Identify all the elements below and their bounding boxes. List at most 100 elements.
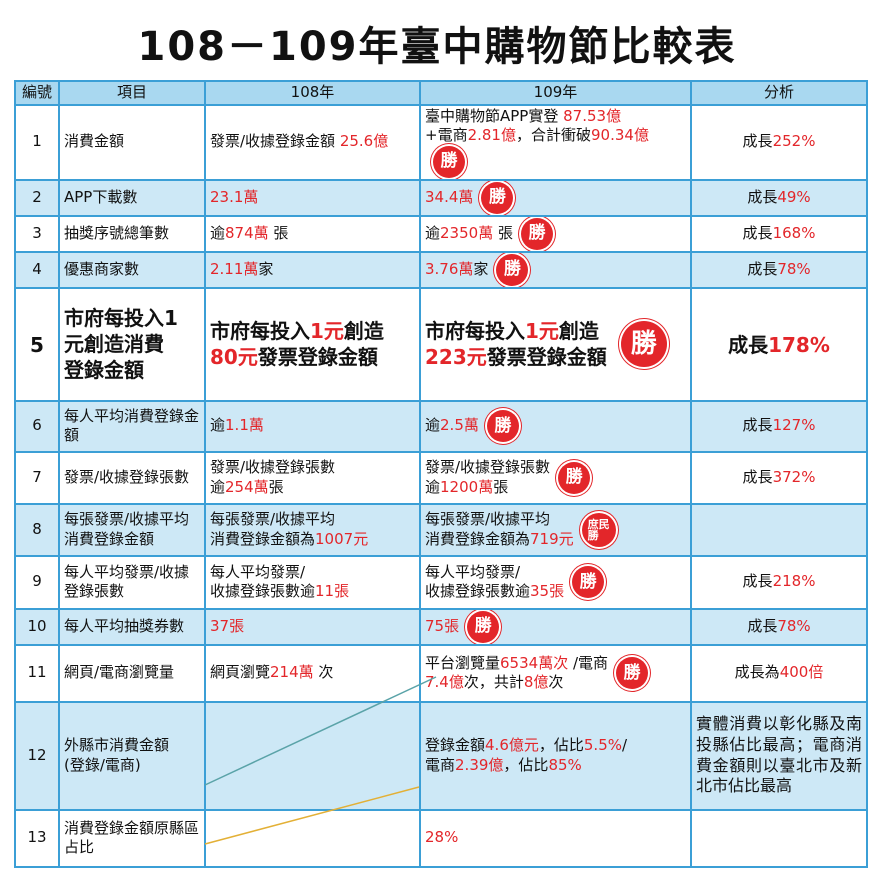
cell-text: 抽獎序號總筆數: [64, 224, 169, 244]
cell-text: 實體消費以彰化縣及南投縣佔比最高；電商消費金額則以臺北市及新北市佔比最高: [696, 714, 862, 797]
text-run: 8: [32, 519, 42, 538]
cell-text: 13: [27, 828, 46, 848]
table-cell: 1: [14, 103, 60, 181]
text-run: 25.6億: [339, 132, 389, 151]
table-cell: 每人平均抽獎券數: [58, 607, 206, 646]
text-run: 每人平均發票/ 收據登錄張數逾: [210, 562, 316, 601]
cell-text: 10: [27, 617, 46, 637]
cell-text: 發票/收據登錄張數 逾254萬張: [210, 458, 335, 497]
win-badge: 勝: [496, 253, 529, 286]
table-cell: 成長49%: [690, 178, 868, 217]
win-badge: 勝: [433, 145, 465, 178]
table-cell: 75張勝: [419, 607, 692, 646]
cell-text: 消費金額: [64, 132, 124, 152]
text-run: 2.39億: [455, 755, 504, 774]
text-run: 1007元: [315, 529, 369, 548]
table-row: 5 市府每投入1 元創造消費 登錄金額 市府每投入1元創造 80元發票登錄金額 市府每…: [14, 286, 868, 402]
table-cell: 8: [14, 502, 60, 557]
win-badge: 勝: [481, 181, 514, 214]
text-run: 發票/收據登錄張數: [64, 467, 190, 486]
text-run: 7.4億: [425, 673, 464, 691]
table-cell: 每人平均發票/收據登錄張數: [58, 554, 206, 610]
table-cell: 優惠商家數: [58, 250, 206, 289]
text-run: 張: [493, 223, 513, 242]
win-badge: 勝: [486, 410, 519, 442]
table-cell: 每人平均發票/ 收據登錄張數逾35張勝: [419, 554, 692, 610]
cell-text: 23.1萬: [210, 188, 258, 208]
table-cell: [690, 502, 868, 557]
text-run: 75張: [425, 616, 460, 635]
text-run: 逾: [210, 416, 226, 435]
text-run: 成長: [742, 132, 773, 151]
text-run: 網頁/電商瀏覽量: [64, 663, 175, 682]
text-run: 家: [473, 259, 489, 278]
text-run: 12: [27, 745, 47, 764]
text-run: 223元: [425, 345, 487, 369]
text-run: APP下載數: [64, 187, 138, 206]
text-run: 35張: [530, 582, 565, 600]
cell-text: 34.4萬: [425, 188, 473, 208]
cell-text: 成長218%: [743, 572, 816, 592]
cell-text: 成長127%: [743, 416, 816, 436]
text-run: 34.4萬: [425, 187, 474, 206]
table-cell: 37張: [204, 607, 421, 646]
text-run: 11: [27, 663, 47, 682]
text-run: 178%: [768, 332, 830, 357]
text-run: 實體消費以彰化縣及南投縣佔比最高；電商消費金額則以臺北市及新北市佔比最高: [696, 713, 862, 796]
text-run: 每張發票/收據平均 消費登錄金額為: [425, 510, 551, 548]
table-cell: 3.76萬家勝: [419, 250, 692, 289]
text-run: 張: [493, 477, 509, 496]
table-cell: 每張發票/收據平均消費登錄金額: [58, 502, 206, 557]
table-cell: 發票/收據登錄張數 逾1200萬張勝: [419, 450, 692, 505]
cell-text: 逾2.5萬: [425, 416, 479, 436]
text-run: 1.1萬: [225, 416, 264, 435]
text-run: 發票/收據登錄張數 逾: [425, 458, 551, 496]
cell-text: 4: [32, 260, 42, 280]
header-cell: 108年: [204, 80, 421, 106]
cell-text: 外縣市消費金額 (登錄/電商): [64, 736, 169, 775]
win-badge: 勝: [572, 566, 605, 598]
cell-text: 成長為400倍: [735, 663, 824, 683]
text-run: 2.5萬: [440, 416, 479, 435]
header-cell: 編號: [14, 80, 60, 106]
table-cell: [690, 808, 868, 868]
table-cell: 成長為400倍: [690, 643, 868, 703]
text-run: 127%: [772, 416, 816, 435]
text-run: 發票/收據登錄張數 逾: [210, 458, 336, 496]
cell-text: 5: [30, 332, 44, 358]
text-run: 23.1萬: [210, 187, 259, 206]
table-row: 1 消費金額 發票/收據登錄金額 25.6億 臺中購物節APP實登 87.53億 +電…: [14, 103, 868, 181]
cell-text: 優惠商家數: [64, 260, 139, 280]
text-run: 成長: [742, 572, 773, 591]
table-cell: 消費登錄金額原縣區占比: [58, 808, 206, 868]
table-row: 8 每張發票/收據平均消費登錄金額 每張發票/收據平均 消費登錄金額為 1007元 每張…: [14, 502, 868, 557]
cell-text: 成長49%: [747, 188, 810, 208]
cell-text: 每張發票/收據平均 消費登錄金額為719元: [425, 510, 574, 549]
header-cell: 109年: [419, 80, 692, 106]
text-run: 成長: [728, 332, 769, 357]
table-row: 2 APP下載數 23.1萬 34.4萬勝 成長49%: [14, 178, 868, 217]
cell-text: 逾874萬 張: [210, 224, 288, 244]
win-badge: 勝: [520, 217, 553, 250]
text-run: 85%: [548, 755, 582, 774]
table-cell: 發票/收據登錄金額 25.6億: [204, 103, 421, 181]
text-run: 5: [30, 332, 44, 357]
table-cell: 成長252%: [690, 103, 868, 181]
win-badge: 勝: [620, 321, 667, 367]
table-cell: 網頁瀏覽214萬 次: [204, 643, 421, 703]
text-run: 90.34億: [591, 126, 649, 144]
text-run: ，佔比: [503, 755, 549, 774]
table-row: 10 每人平均抽獎券數 37張 75張勝 成長78%: [14, 607, 868, 646]
text-run: 消費金額: [64, 132, 125, 151]
cell-text: 網頁/電商瀏覽量: [64, 663, 174, 683]
text-run: 成長: [747, 616, 778, 635]
table-row: 6 每人平均消費登錄金額 逾1.1萬 逾2.5萬勝成長127%: [14, 399, 868, 453]
text-run: 37張: [210, 616, 245, 635]
text-run: 每人平均發票/ 收據登錄張數逾: [425, 562, 531, 601]
text-run: 13: [27, 828, 47, 847]
text-run: 次: [313, 663, 334, 682]
header-row: 編號 項目 108年 109年 分析: [14, 80, 868, 106]
cell-text: 每人平均抽獎券數: [64, 617, 184, 637]
text-run: 臺中購物節APP實登: [425, 106, 564, 125]
